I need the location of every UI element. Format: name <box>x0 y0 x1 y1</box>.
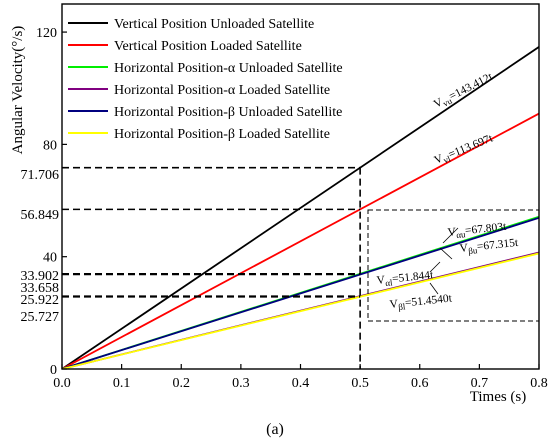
y-tick-label: 0 <box>50 363 57 378</box>
legend-label-4: Horizontal Position-α Loaded Satellite <box>114 83 330 98</box>
legend-label-3: Horizontal Position-α Unloaded Satellite <box>114 61 343 76</box>
x-tick-label: 0.0 <box>53 376 71 391</box>
ref-value-label: 56.849 <box>21 208 60 223</box>
equation-annotation-4: Vβu=67.315t <box>459 237 520 257</box>
legend-label-2: Vertical Position Loaded Satellite <box>114 39 302 54</box>
legend-label-5: Horizontal Position-β Unloaded Satellite <box>114 105 342 120</box>
equation-annotation-1: Vvu=143.412t <box>432 70 496 112</box>
ref-value-label: 25.922 <box>21 293 60 308</box>
y-axis-title: Angular Velocity(°/s) <box>10 26 26 155</box>
series-line-2 <box>62 112 539 369</box>
x-tick-label: 0.1 <box>113 376 131 391</box>
y-tick-label: 80 <box>43 138 57 153</box>
annotation-leader <box>429 282 439 295</box>
legend-label-6: Horizontal Position-β Loaded Satellite <box>114 127 330 142</box>
series-line-6 <box>62 252 539 369</box>
ref-value-label: 71.706 <box>21 168 60 183</box>
equation-annotation-6: Vβl=51.4540t <box>389 292 453 313</box>
equation-annotation-3: Vαu=67.803t <box>447 221 508 241</box>
plot-frame <box>61 3 540 370</box>
x-tick-label: 0.4 <box>292 376 310 391</box>
y-tick-label: 120 <box>36 26 57 41</box>
x-tick-label: 0.8 <box>530 376 548 391</box>
figure-caption: (a) <box>266 421 284 438</box>
x-tick-label: 0.6 <box>411 376 429 391</box>
series-line-5 <box>62 216 539 369</box>
x-tick-label: 0.7 <box>471 376 489 391</box>
ref-value-label: 25.727 <box>21 310 60 325</box>
equation-annotation-2: Vvl=113.697t <box>433 132 496 168</box>
ref-value-label: 33.902 <box>21 269 60 284</box>
x-tick-label: 0.2 <box>173 376 191 391</box>
legend-label-1: Vertical Position Unloaded Satellite <box>114 17 314 32</box>
x-tick-label: 0.5 <box>351 376 369 391</box>
annotation-leader <box>429 261 441 273</box>
annotation-leader <box>439 247 453 260</box>
annotation-leader <box>442 227 459 244</box>
ref-value-label: 33.658 <box>21 281 60 296</box>
series-line-1 <box>62 46 539 369</box>
x-tick-label: 0.3 <box>232 376 250 391</box>
y-tick-label: 40 <box>43 251 57 266</box>
x-axis-title: Times (s) <box>470 389 527 405</box>
equation-annotation-5: Vαl=51.844t <box>376 269 435 289</box>
